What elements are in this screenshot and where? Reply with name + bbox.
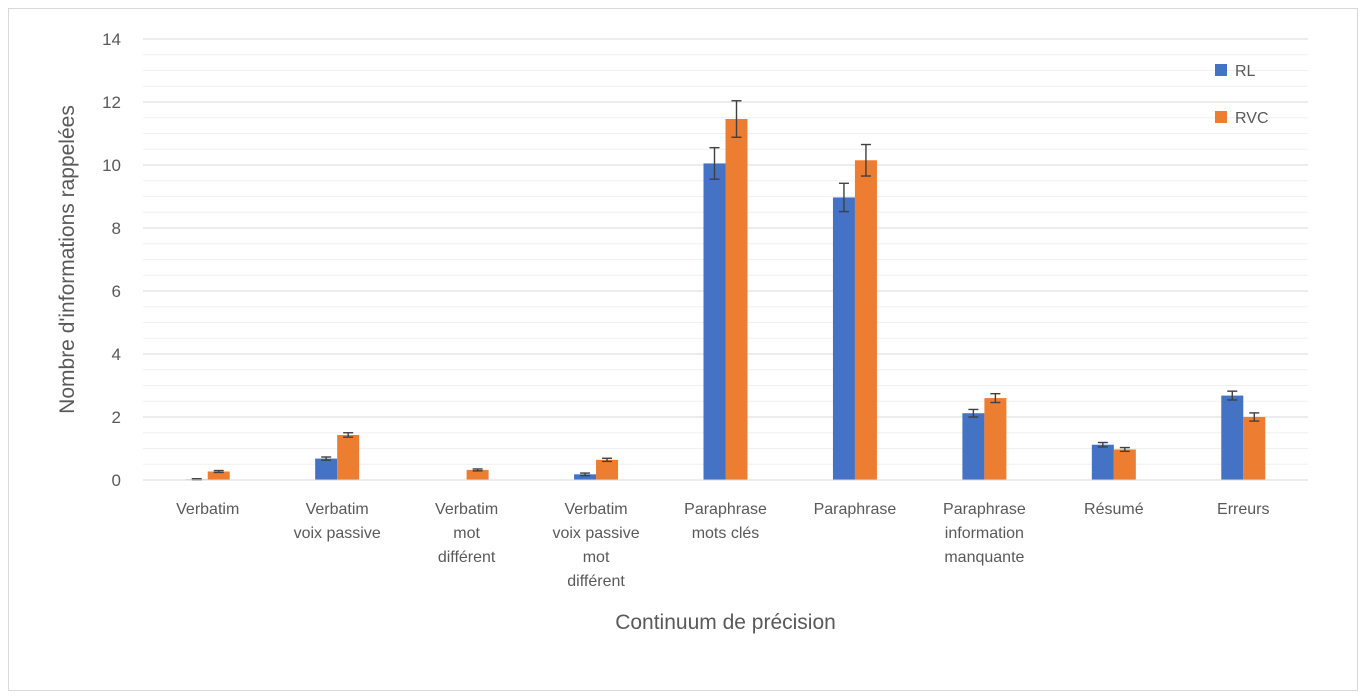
bar-rvc bbox=[466, 469, 489, 480]
x-category-label: Erreurs bbox=[1217, 501, 1269, 518]
y-tick-label: 14 bbox=[102, 30, 121, 49]
y-tick-label: 8 bbox=[112, 219, 121, 238]
bar-rvc bbox=[725, 119, 748, 480]
x-category-label: Verbatim bbox=[176, 501, 239, 518]
y-axis-tick-labels: 0 2 4 6 8 10 12 14 bbox=[102, 30, 121, 490]
bar-rvc bbox=[337, 434, 360, 480]
y-tick-label: 2 bbox=[112, 408, 121, 427]
bar-rl bbox=[703, 163, 726, 481]
legend-swatch-rvc bbox=[1215, 111, 1227, 123]
bar-rl bbox=[1221, 395, 1244, 480]
x-category-label: Résumé bbox=[1084, 501, 1144, 518]
x-category-label: Paraphrase bbox=[814, 501, 897, 518]
bar-rl bbox=[574, 474, 597, 480]
bar-rvc bbox=[596, 459, 619, 480]
legend: RL RVC bbox=[1215, 63, 1269, 127]
bar-chart: 0 2 4 6 8 10 12 14 Verbatim Verbatim voix passive… bbox=[56, 30, 1308, 634]
bar-rvc bbox=[854, 160, 877, 480]
y-tick-label: 12 bbox=[102, 93, 121, 112]
bar-rvc bbox=[1113, 449, 1136, 480]
y-axis-title: Nombre d'informations rappelées bbox=[56, 105, 79, 414]
x-category-label: Verbatim mot différent bbox=[435, 501, 498, 566]
chart-area: 0 2 4 6 8 10 12 14 Verbatim Verbatim voix passive… bbox=[8, 8, 1358, 691]
error-bars bbox=[191, 100, 1260, 481]
x-category-label: Verbatim voix passive mot différent bbox=[552, 501, 639, 590]
x-axis-title: Continuum de précision bbox=[615, 611, 836, 634]
bar-rl bbox=[315, 458, 338, 480]
bar-rvc bbox=[1243, 417, 1266, 480]
y-tick-label: 10 bbox=[102, 156, 121, 175]
bars bbox=[185, 119, 1266, 481]
x-axis-category-labels: Verbatim Verbatim voix passive Verbatim mot d… bbox=[176, 501, 1269, 590]
legend-swatch-rl bbox=[1215, 64, 1227, 76]
x-category-label: Verbatim voix passive bbox=[294, 501, 381, 542]
y-tick-label: 4 bbox=[112, 345, 121, 364]
y-tick-label: 0 bbox=[112, 471, 121, 490]
legend-label-rl: RL bbox=[1235, 63, 1256, 80]
x-category-label: Paraphrase mots clés bbox=[684, 501, 767, 542]
y-tick-label: 6 bbox=[112, 282, 121, 301]
x-category-label: Paraphrase information manquante bbox=[943, 501, 1026, 566]
bar-rl bbox=[962, 413, 985, 480]
bar-rvc bbox=[207, 471, 230, 480]
bar-rvc bbox=[984, 398, 1007, 480]
bar-rl bbox=[1091, 444, 1114, 480]
legend-label-rvc: RVC bbox=[1235, 110, 1269, 127]
bar-rl bbox=[832, 197, 855, 480]
